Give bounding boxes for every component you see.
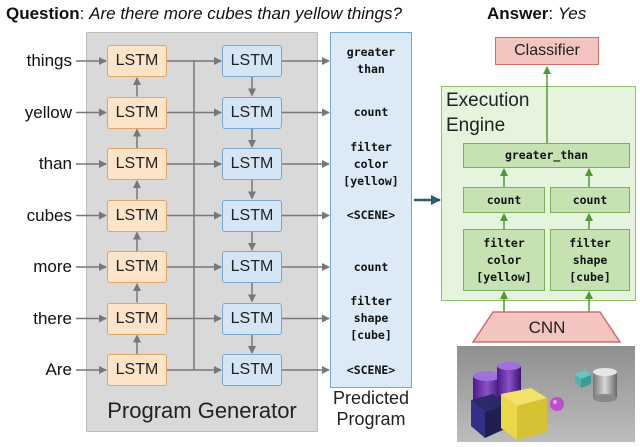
input-word-5: there bbox=[33, 308, 72, 328]
encoder-lstm-3: LSTM bbox=[107, 199, 167, 232]
program-token-4-line-0: count bbox=[353, 259, 389, 274]
program-generator-arrows bbox=[76, 57, 330, 374]
encoder-lstm-0: LSTM bbox=[107, 45, 167, 77]
input-word-3: cubes bbox=[26, 205, 72, 225]
program-token-4: count bbox=[330, 259, 412, 276]
program-token-0-line-0: greater bbox=[346, 45, 396, 59]
program-token-1-line-0: count bbox=[353, 105, 389, 119]
decoder-lstm-0: LSTM bbox=[222, 45, 282, 77]
predicted-program-label: Predicted Program bbox=[320, 388, 422, 430]
execution-engine-title-line2: Engine bbox=[446, 115, 506, 136]
program-token-3-line-0: <SCENE> bbox=[346, 208, 396, 222]
decoder-lstm-6: LSTM bbox=[222, 354, 282, 386]
predicted-program-panel bbox=[330, 32, 412, 388]
filter-shape-line3: [cube] bbox=[569, 269, 611, 284]
input-word-6: Are bbox=[45, 360, 72, 379]
input-word-0: things bbox=[26, 51, 72, 70]
decoder-lstm-5: LSTM bbox=[222, 302, 282, 335]
program-token-0-line-1: than bbox=[357, 62, 385, 76]
answer-separator: : bbox=[548, 4, 554, 23]
encoder-lstm-2: LSTM bbox=[107, 148, 167, 180]
input-word-1: yellow bbox=[24, 102, 72, 122]
program-token-2-line-0: filter bbox=[350, 139, 392, 154]
filter-color-module: filter color [yellow] bbox=[463, 229, 545, 291]
program-token-6-line-0: <SCENE> bbox=[346, 362, 396, 377]
filter-color-line1: filter bbox=[483, 235, 525, 250]
filter-color-line3: [yellow] bbox=[476, 269, 532, 284]
decoder-lstm-2: LSTM bbox=[222, 148, 282, 180]
cnn-trapezoid bbox=[471, 311, 622, 343]
encoder-lstm-6: LSTM bbox=[107, 354, 167, 386]
question-text: Are there more cubes than yellow things? bbox=[89, 4, 402, 23]
count-module-right: count bbox=[550, 187, 630, 213]
question-separator: : bbox=[79, 4, 85, 23]
answer-text: Yes bbox=[557, 4, 587, 23]
predicted-program-label-line2: Program bbox=[336, 409, 406, 429]
program-token-3: <SCENE> bbox=[330, 207, 412, 224]
program-token-2-line-1: color bbox=[353, 156, 389, 171]
program-token-0: greater than bbox=[330, 44, 412, 78]
filter-shape-line2: shape bbox=[572, 252, 608, 267]
program-token-5-line-2: [cube] bbox=[350, 328, 392, 342]
decoder-lstm-4: LSTM bbox=[222, 251, 282, 283]
question-label: Question bbox=[6, 4, 80, 23]
program-token-5: filter shape [cube] bbox=[330, 293, 412, 344]
decoder-lstm-1: LSTM bbox=[222, 96, 282, 129]
cnn-label: CNN bbox=[528, 318, 566, 337]
scene-image bbox=[457, 346, 635, 442]
filter-shape-line1: filter bbox=[569, 235, 611, 250]
program-generator-label: Program Generator bbox=[107, 398, 297, 423]
filter-color-line2: color bbox=[486, 252, 522, 267]
program-token-2: filter color [yellow] bbox=[330, 139, 412, 190]
program-token-5-line-1: shape bbox=[353, 311, 389, 325]
answer-line: Answer: Yes bbox=[487, 4, 586, 24]
program-token-6: <SCENE> bbox=[330, 362, 412, 379]
filter-shape-module: filter shape [cube] bbox=[550, 229, 630, 291]
encoder-lstm-1: LSTM bbox=[107, 96, 167, 129]
decoder-lstm-3: LSTM bbox=[222, 199, 282, 232]
program-token-2-line-2: [yellow] bbox=[343, 173, 399, 188]
classifier-box: Classifier bbox=[495, 37, 599, 65]
input-word-2: than bbox=[38, 154, 72, 173]
program-token-1: count bbox=[330, 104, 412, 121]
answer-label: Answer bbox=[487, 4, 549, 23]
count-module-left: count bbox=[463, 187, 545, 213]
greater-than-module: greater_than bbox=[463, 143, 630, 168]
execution-engine-title-line1: Execution bbox=[446, 90, 530, 111]
encoder-lstm-5: LSTM bbox=[107, 302, 167, 335]
input-word-4: more bbox=[33, 257, 72, 276]
encoder-lstm-4: LSTM bbox=[107, 251, 167, 283]
execution-engine-title: Execution Engine bbox=[446, 88, 529, 138]
question-line: Question: Are there more cubes than yell… bbox=[6, 4, 402, 24]
program-token-5-line-0: filter bbox=[350, 294, 392, 308]
predicted-program-label-line1: Predicted bbox=[332, 388, 410, 408]
